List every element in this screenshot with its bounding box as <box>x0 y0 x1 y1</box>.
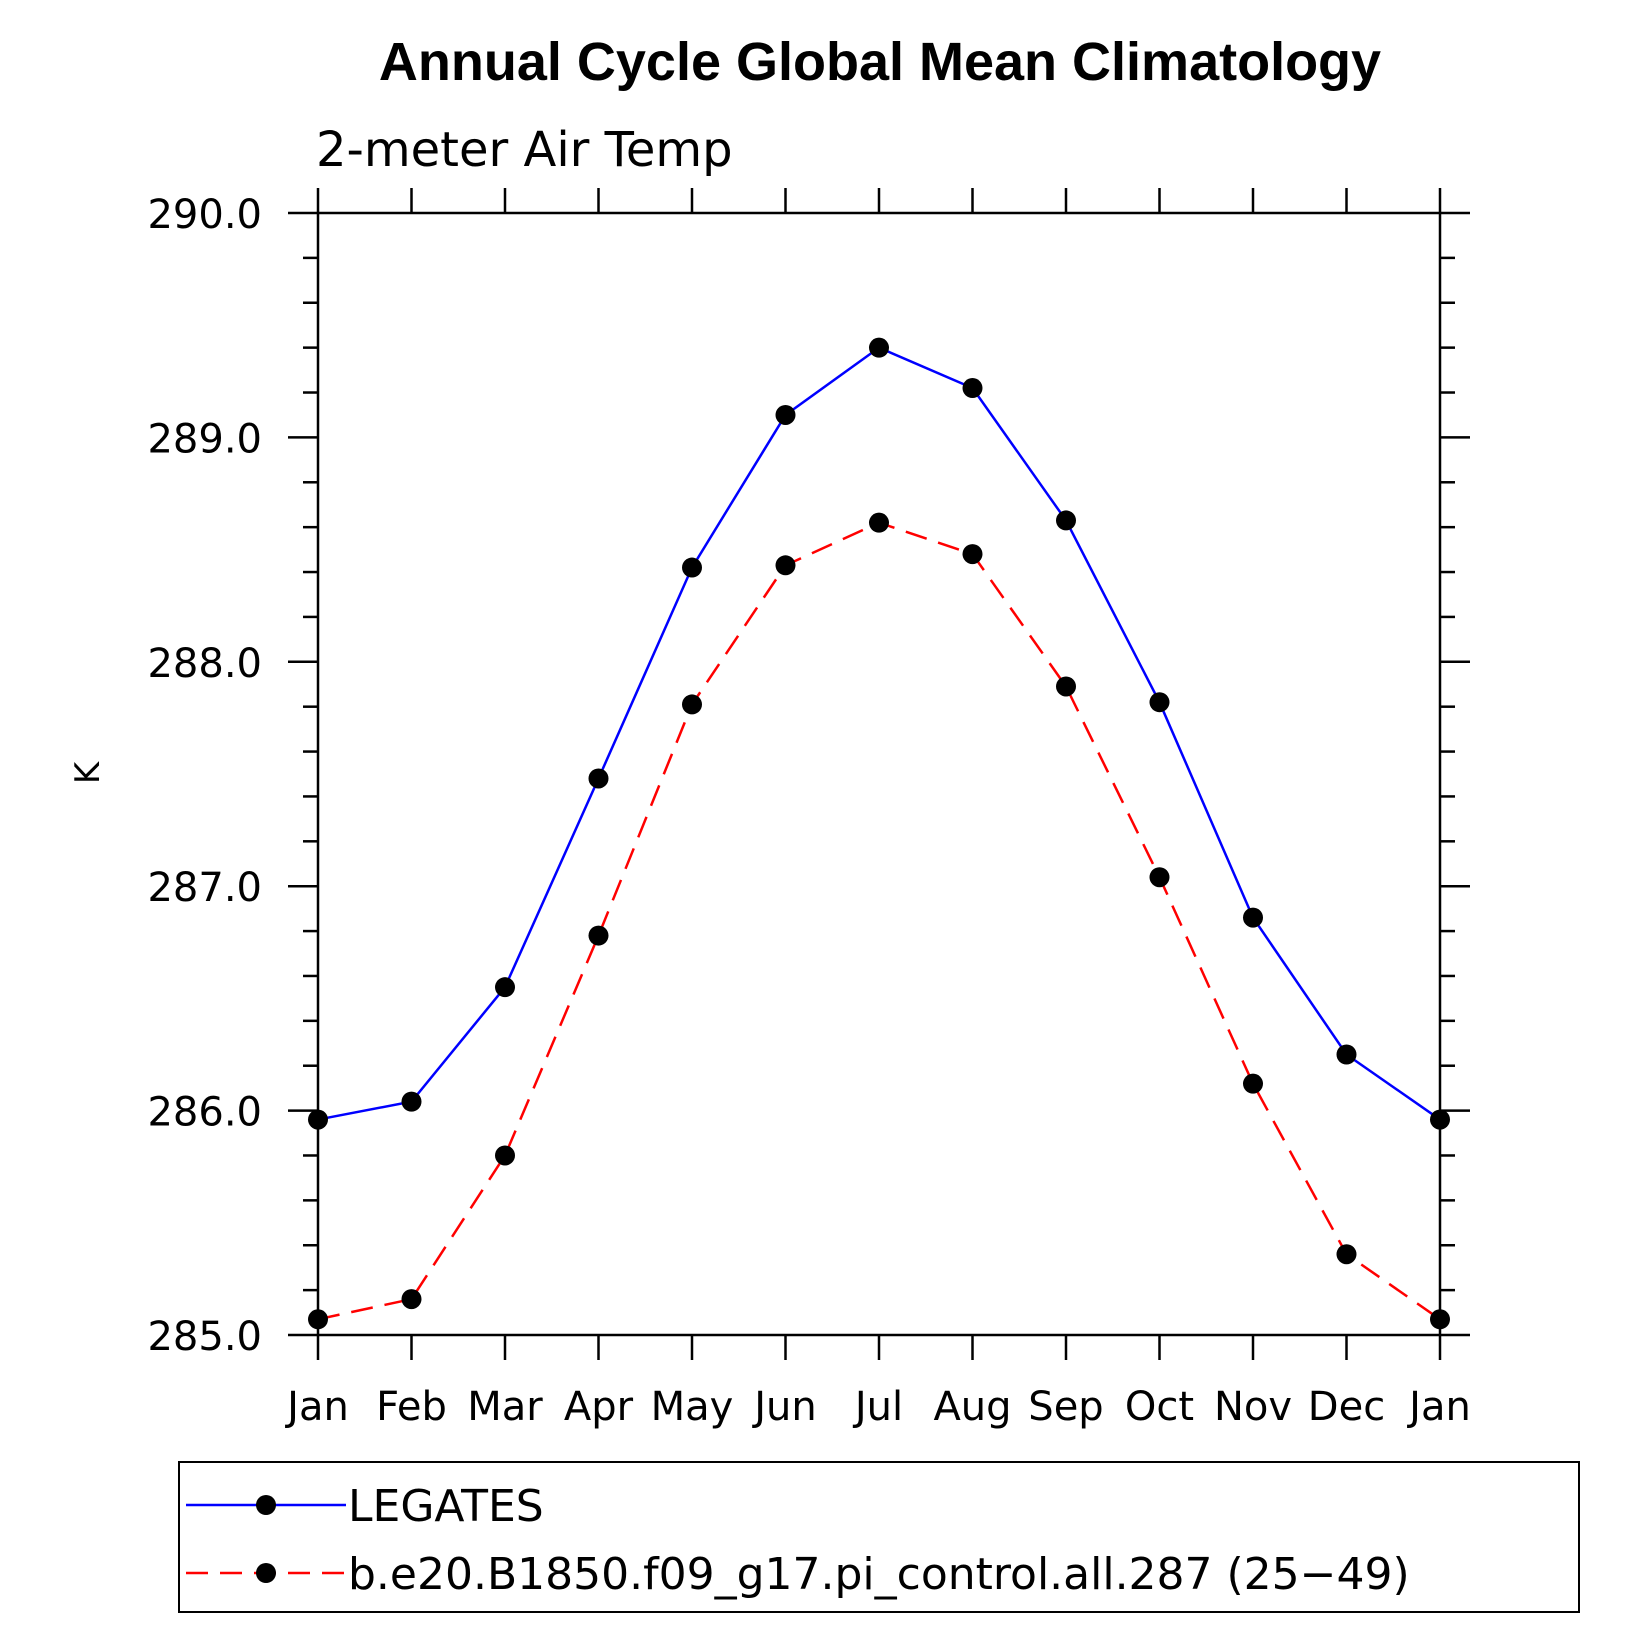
y-tick-label: 287.0 <box>147 865 262 911</box>
legend-label-legates: LEGATES <box>348 1481 544 1532</box>
y-tick-label: 289.0 <box>147 416 262 462</box>
series-layer <box>308 337 1450 1330</box>
series-0 <box>308 337 1450 1130</box>
plot-frame <box>316 211 1442 1337</box>
data-point <box>775 555 796 576</box>
data-point <box>495 977 515 998</box>
data-point <box>495 1145 515 1166</box>
data-point <box>1243 1073 1263 1094</box>
data-point <box>588 768 609 789</box>
x-tick-label: Jan <box>284 1384 349 1430</box>
plot-border <box>316 211 1442 1337</box>
legend-marker-legates <box>256 1495 276 1515</box>
legend-label-model: b.e20.B1850.f09_g17.pi_control.all.287 (… <box>348 1549 1410 1600</box>
data-point <box>401 1091 422 1112</box>
series-1 <box>308 512 1450 1330</box>
x-tick-label: Aug <box>933 1384 1011 1430</box>
data-point <box>1149 692 1170 713</box>
x-tick-label: Sep <box>1028 1384 1103 1430</box>
x-tick-label: Feb <box>376 1384 447 1430</box>
data-point <box>869 337 889 358</box>
data-point <box>1430 1109 1450 1130</box>
data-point <box>962 544 983 565</box>
data-point <box>588 925 609 946</box>
data-point <box>1430 1309 1450 1330</box>
x-tick-label: Apr <box>564 1384 634 1430</box>
data-point <box>401 1289 422 1310</box>
x-tick-label: May <box>651 1384 734 1430</box>
x-tick-label: Jul <box>852 1384 903 1430</box>
data-point <box>775 404 796 425</box>
y-axis-label: K <box>68 760 108 784</box>
y-tick-label: 288.0 <box>147 641 262 687</box>
data-point <box>1336 1244 1357 1265</box>
data-point <box>1149 867 1170 888</box>
y-tick-label: 286.0 <box>147 1090 262 1136</box>
x-axis: Jan Feb Mar Apr May Jun Jul Aug Sep Oct Nov Dec Jan <box>284 188 1471 1430</box>
data-point <box>962 378 983 399</box>
y-axis: 285.0 286.0 287.0 288.0 289.0 290.0 <box>147 192 1470 1360</box>
data-point <box>308 1309 328 1330</box>
y-tick-label: 285.0 <box>147 1314 262 1360</box>
y-tick-label: 290.0 <box>147 192 262 238</box>
chart-subtitle: 2-meter Air Temp <box>316 122 733 178</box>
data-point <box>1056 510 1076 531</box>
data-point <box>682 694 702 715</box>
x-tick-label: Jan <box>1406 1384 1471 1430</box>
series-line-1 <box>317 521 1441 1321</box>
series-line-0 <box>317 346 1441 1121</box>
x-tick-label: Dec <box>1308 1384 1385 1430</box>
data-point <box>1056 676 1076 697</box>
x-tick-label: Nov <box>1214 1384 1292 1430</box>
x-tick-label: Oct <box>1125 1384 1194 1430</box>
data-point <box>1243 907 1263 928</box>
legend-box <box>178 1461 1580 1613</box>
data-point <box>682 557 702 578</box>
data-point <box>308 1109 328 1130</box>
legend-marker-model <box>256 1563 276 1583</box>
chart-title: Annual Cycle Global Mean Climatology <box>379 32 1381 92</box>
x-tick-label: Jun <box>751 1384 817 1430</box>
legend: LEGATES b.e20.B1850.f09_g17.pi_control.a… <box>178 1461 1580 1613</box>
data-point <box>1336 1044 1357 1065</box>
x-tick-label: Mar <box>467 1384 543 1430</box>
data-point <box>869 512 889 533</box>
